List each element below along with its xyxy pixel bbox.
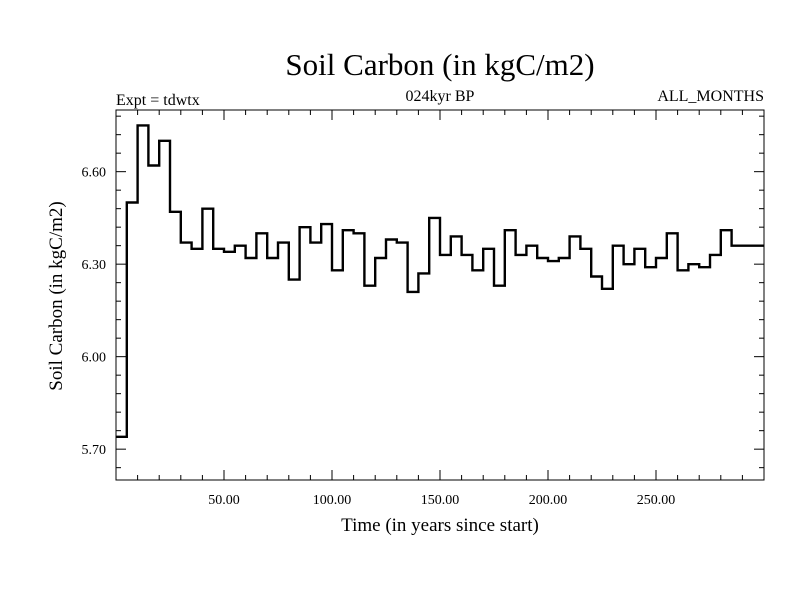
x-tick-label: 250.00 bbox=[637, 493, 676, 508]
plot-frame bbox=[115, 109, 765, 481]
y-tick-label: 6.60 bbox=[82, 166, 107, 181]
y-tick-label: 6.00 bbox=[82, 351, 107, 366]
x-tick-label: 150.00 bbox=[421, 493, 460, 508]
chart-subtitle: 024kyr BP bbox=[406, 88, 475, 105]
y-tick-label: 6.30 bbox=[82, 258, 107, 273]
soil-carbon-series-line bbox=[116, 124, 764, 438]
x-tick-label: 100.00 bbox=[313, 493, 352, 508]
experiment-label: Expt = tdwtx bbox=[116, 92, 200, 109]
chart-title: Soil Carbon (in kgC/m2) bbox=[285, 47, 594, 82]
x-tick-label: 50.00 bbox=[208, 493, 240, 508]
y-axis-label: Soil Carbon (in kgC/m2) bbox=[46, 201, 67, 390]
months-label: ALL_MONTHS bbox=[657, 88, 764, 105]
x-axis-label: Time (in years since start) bbox=[341, 515, 539, 536]
x-tick-label: 200.00 bbox=[529, 493, 568, 508]
tick-labels: 50.00 100.00 150.00 200.00 250.00 5.70 6.00 6.3… bbox=[82, 166, 676, 508]
axis-ticks bbox=[116, 110, 764, 480]
y-tick-label: 5.70 bbox=[82, 443, 107, 458]
